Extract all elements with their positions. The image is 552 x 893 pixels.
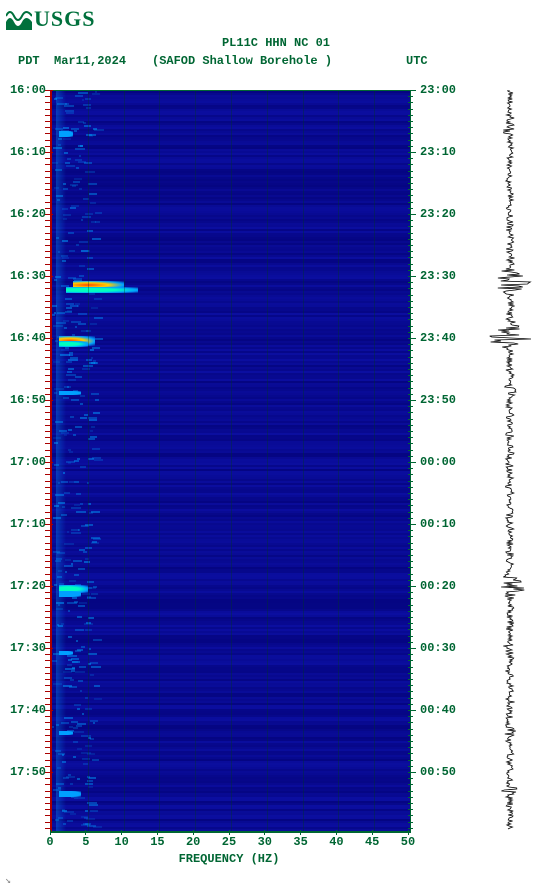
y-tick-label: 17:00 (10, 455, 46, 469)
timezone-right: UTC (406, 54, 428, 68)
y-tick-label: 17:20 (10, 579, 46, 593)
y-tick-label: 17:30 (10, 641, 46, 655)
x-tick-label: 30 (258, 835, 272, 849)
y-tick-label: 00:30 (420, 641, 456, 655)
timezone-left: PDT Mar11,2024 (18, 54, 126, 68)
y-tick-label: 23:20 (420, 207, 456, 221)
y-tick-label: 16:50 (10, 393, 46, 407)
x-tick-label: 40 (329, 835, 343, 849)
y-tick-label: 23:10 (420, 145, 456, 159)
title-line1: PL11C HHN NC 01 (0, 36, 552, 51)
waveform-trace (480, 90, 540, 830)
x-tick-label: 50 (401, 835, 415, 849)
y-tick-label: 00:00 (420, 455, 456, 469)
cursor-marker: ↘ (5, 875, 11, 887)
y-tick-label: 16:20 (10, 207, 46, 221)
y-tick-label: 16:00 (10, 83, 46, 97)
x-axis-label: FREQUENCY (HZ) (50, 852, 408, 866)
y-tick-label: 17:40 (10, 703, 46, 717)
x-tick-label: 45 (365, 835, 379, 849)
y-tick-label: 00:20 (420, 579, 456, 593)
y-tick-label: 00:50 (420, 765, 456, 779)
x-tick-label: 35 (293, 835, 307, 849)
x-tick-label: 10 (114, 835, 128, 849)
y-tick-label: 00:10 (420, 517, 456, 531)
y-tick-label: 17:10 (10, 517, 46, 531)
y-tick-label: 00:40 (420, 703, 456, 717)
station-name: (SAFOD Shallow Borehole ) (152, 54, 332, 68)
y-tick-label: 23:50 (420, 393, 456, 407)
y-tick-label: 23:40 (420, 331, 456, 345)
x-tick-label: 15 (150, 835, 164, 849)
usgs-logo: USGS (6, 6, 95, 32)
y-tick-label: 23:30 (420, 269, 456, 283)
x-tick-label: 5 (82, 835, 89, 849)
x-tick-label: 25 (222, 835, 236, 849)
y-tick-label: 16:30 (10, 269, 46, 283)
x-tick-label: 0 (46, 835, 53, 849)
y-tick-label: 17:50 (10, 765, 46, 779)
usgs-logo-text: USGS (34, 6, 95, 32)
x-tick-label: 20 (186, 835, 200, 849)
spectrogram-plot (50, 90, 411, 833)
title-block: PL11C HHN NC 01 (0, 36, 552, 51)
y-tick-label: 16:10 (10, 145, 46, 159)
y-tick-label: 16:40 (10, 331, 46, 345)
y-tick-label: 23:00 (420, 83, 456, 97)
usgs-wave-icon (6, 8, 32, 30)
